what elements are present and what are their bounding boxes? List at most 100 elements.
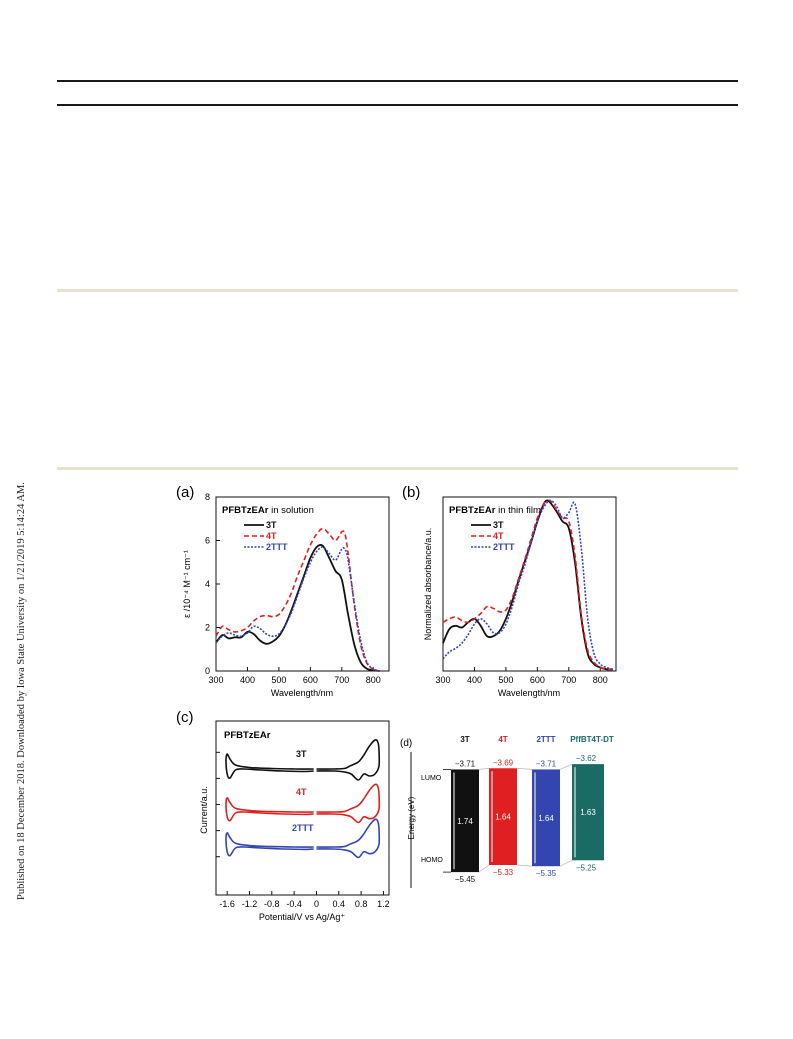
energy-connector [516, 864, 533, 867]
energy-homo-PffBT4T-DT: −5.25 [576, 863, 597, 872]
cv-curve-3T-cathodic [225, 753, 314, 779]
panel-a-series-2TTT [215, 546, 380, 672]
panel-a-ytick-label: 4 [205, 579, 210, 589]
panel-b-series-3T [442, 499, 613, 671]
panel-c-xtick-label: -1.6 [219, 899, 235, 909]
panel-a-title-bold: PFBTzEAr [222, 505, 269, 516]
panel-a-xlabel: Wavelength/nm [271, 688, 333, 698]
panel-b-xtick-label: 400 [467, 675, 482, 685]
energy-gap-4T: 1.64 [495, 813, 511, 822]
panel-a-legend-label-3T: 3T [266, 520, 277, 530]
energy-connector [559, 763, 573, 770]
energy-bar-PffBT4T-DT [572, 764, 604, 861]
panel-c-xtick-label: 0.4 [333, 899, 346, 909]
panel-b-legend-label-2TTT: 2TTT [493, 542, 515, 552]
cv-curve-2TTT-anodic [316, 818, 381, 859]
panel-b-xtick-label: 300 [435, 675, 450, 685]
panel-d-label: (d) [400, 738, 412, 749]
panel-b-xtick-label: 600 [530, 675, 545, 685]
panel-a-legend-label-4T: 4T [266, 531, 277, 541]
panel-a: (a) 300 400 500 600 700 800 0 2 4 6 8 PFBTzEAr in … [176, 484, 390, 698]
energy-gap-PffBT4T-DT: 1.63 [580, 808, 596, 817]
energy-bar-2TTT [532, 769, 560, 867]
energy-connector [559, 859, 573, 867]
panel-b-xtick-label: 500 [498, 675, 513, 685]
panel-c-frame [215, 720, 390, 896]
cv-label-2TTT: 2TTT [292, 823, 314, 833]
panel-a-ylabel: ε /10⁻⁴ M⁻¹ cm⁻¹ [182, 550, 192, 618]
panel-a-label: (a) [176, 484, 194, 501]
energy-lumo-2TTT: −3.71 [536, 759, 557, 768]
panel-b-legend-label-4T: 4T [493, 531, 504, 541]
homo-label: HOMO [421, 857, 443, 864]
panel-a-title-rest: in solution [268, 505, 313, 516]
panel-b-frame [442, 496, 617, 672]
panel-a-xtick-label: 600 [303, 675, 318, 685]
panel-b-xlabel: Wavelength/nm [498, 688, 560, 698]
energy-axis-label: Energy (eV) [407, 796, 416, 839]
panel-a-xtick-label: 700 [334, 675, 349, 685]
panel-b-label: (b) [402, 484, 420, 501]
panel-b-legend-label-3T: 3T [493, 520, 504, 530]
energy-gap-3T: 1.74 [457, 817, 473, 826]
panel-a-xtick-label: 500 [271, 675, 286, 685]
top-rule [57, 80, 738, 82]
cv-curve-2TTT-cathodic [225, 832, 314, 857]
energy-bar-4T [489, 768, 517, 866]
energy-connector [478, 864, 490, 873]
panel-b-xtick-label: 800 [593, 675, 608, 685]
energy-connector [516, 767, 533, 770]
energy-lumo-3T: −3.71 [455, 759, 476, 768]
cv-label-3T: 3T [296, 749, 307, 759]
energy-gap-2TTT: 1.64 [538, 814, 554, 823]
cv-curve-3T-anodic [316, 738, 381, 781]
energy-category-PffBT4T-DT: PffBT4T-DT [570, 735, 614, 744]
panel-b-title-rest: in thin film [495, 505, 540, 516]
panel-a-xtick-label: 400 [240, 675, 255, 685]
panel-c-xtick-label: -0.4 [286, 899, 302, 909]
energy-lumo-4T: −3.69 [493, 758, 514, 767]
panel-c-xtick-label: 1.2 [377, 899, 390, 909]
cv-curve-4T-cathodic [225, 797, 314, 822]
band-rule-top [57, 289, 738, 292]
cv-label-4T: 4T [296, 787, 307, 797]
panel-a-ytick-label: 0 [205, 666, 210, 676]
panel-d: (d) Energy (eV) LUMO HOMO 3T 1.74 −3.71 −5.… [400, 735, 614, 888]
cv-curve-4T-anodic [316, 783, 381, 824]
panel-b-xtick-label: 700 [561, 675, 576, 685]
panel-a-legend-label-2TTT: 2TTT [266, 542, 288, 552]
band-rule-bottom [57, 467, 738, 470]
panel-b-ylabel: Normalized absorbance/a.u. [423, 528, 433, 641]
panel-a-ytick-label: 8 [205, 492, 210, 502]
energy-category-3T: 3T [460, 735, 469, 744]
lumo-label: LUMO [421, 775, 442, 782]
panel-c-title: PFBTzEAr [224, 730, 271, 741]
energy-connector [478, 767, 490, 770]
energy-homo-3T: −5.45 [455, 875, 476, 884]
panel-b: (b) 300 400 500 600 700 800 PFBTzEAr in thin … [402, 484, 617, 698]
panel-c-xtick-label: -1.2 [242, 899, 258, 909]
panel-c-label: (c) [176, 709, 194, 726]
panel-a-ytick-label: 6 [205, 536, 210, 546]
panel-b-title: PFBTzEAr in thin film [449, 505, 541, 516]
energy-bar-3T [451, 769, 479, 873]
panel-a-xtick-label: 300 [208, 675, 223, 685]
panel-c-xtick-label: 0 [314, 899, 319, 909]
energy-category-4T: 4T [498, 735, 507, 744]
panel-a-ytick-label: 2 [205, 623, 210, 633]
panel-c-ylabel: Current/a.u. [199, 786, 209, 834]
panel-a-title: PFBTzEAr in solution [222, 505, 314, 516]
panel-c-xtick-label: -0.8 [264, 899, 280, 909]
energy-homo-2TTT: −5.35 [536, 869, 557, 878]
energy-bars: 3T 1.74 −3.71 −5.45 4T 1.64 −3.69 −5.33 2TTT 1.64… [443, 735, 614, 884]
panel-b-title-bold: PFBTzEAr [449, 505, 496, 516]
cv-curves [225, 738, 381, 859]
energy-homo-4T: −5.33 [493, 868, 514, 877]
panel-c: (c) -1.6 -1.2 -0.8 -0.4 0 0.4 0.8 1.2 PFBTzEAr … [176, 709, 390, 922]
panel-a-xtick-label: 800 [366, 675, 381, 685]
energy-lumo-PffBT4T-DT: −3.62 [576, 754, 597, 763]
panel-b-series-4T [442, 499, 613, 671]
